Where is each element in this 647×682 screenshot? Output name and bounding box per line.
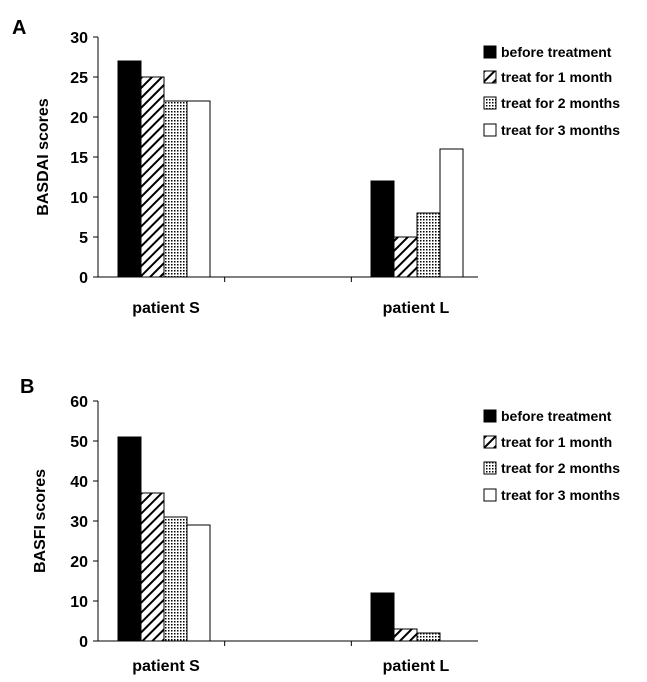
bar bbox=[186, 100, 211, 278]
legend-label: treat for 3 months bbox=[501, 487, 620, 503]
y-tick-label: 30 bbox=[70, 30, 88, 47]
category-label: patient L bbox=[383, 658, 450, 675]
y-tick-label: 15 bbox=[70, 150, 88, 167]
bar bbox=[163, 516, 188, 642]
legend-label: treat for 1 month bbox=[501, 434, 612, 450]
bar bbox=[140, 492, 165, 642]
legend-label: before treatment bbox=[501, 44, 612, 60]
bar bbox=[140, 76, 165, 278]
legend-swatch bbox=[483, 488, 497, 502]
legend-label: treat for 3 months bbox=[501, 122, 620, 138]
y-tick-label: 60 bbox=[70, 394, 88, 411]
legend-swatch bbox=[483, 123, 497, 137]
bar bbox=[439, 148, 464, 278]
bar bbox=[416, 212, 441, 278]
legend-swatch bbox=[483, 409, 497, 423]
bar bbox=[186, 524, 211, 642]
y-tick-label: 0 bbox=[79, 634, 88, 651]
legend-swatch bbox=[483, 435, 497, 449]
category-label: patient S bbox=[132, 658, 200, 675]
y-tick-label: 10 bbox=[70, 190, 88, 207]
legend-swatch bbox=[483, 461, 497, 475]
legend-label: before treatment bbox=[501, 408, 612, 424]
panel-label: A bbox=[12, 17, 26, 39]
category-label: patient S bbox=[132, 300, 200, 317]
legend-label: treat for 2 months bbox=[501, 95, 620, 111]
legend-label: treat for 2 months bbox=[501, 460, 620, 476]
bar bbox=[117, 60, 142, 278]
y-tick-label: 20 bbox=[70, 110, 88, 127]
y-tick-label: 10 bbox=[70, 594, 88, 611]
chart-panel-a: A 0 5 10 15 20 25 30 BASDAI scores patient S patie… bbox=[12, 17, 620, 317]
panel-label: B bbox=[20, 376, 34, 398]
bar bbox=[163, 100, 188, 278]
legend-swatch bbox=[483, 45, 497, 59]
y-axis-label: BASDAI scores bbox=[35, 98, 52, 215]
bar bbox=[370, 592, 395, 642]
bar bbox=[416, 632, 441, 642]
legend-swatch bbox=[483, 96, 497, 110]
bar bbox=[393, 236, 418, 278]
bar bbox=[370, 180, 395, 278]
y-tick-label: 25 bbox=[70, 70, 88, 87]
y-tick-label: 5 bbox=[79, 230, 88, 247]
y-tick-label: 40 bbox=[70, 474, 88, 491]
legend-label: treat for 1 month bbox=[501, 69, 612, 85]
y-tick-label: 30 bbox=[70, 514, 88, 531]
y-axis-label: BASFI scores bbox=[32, 469, 49, 573]
y-tick-label: 50 bbox=[70, 434, 88, 451]
bar bbox=[117, 436, 142, 642]
legend-swatch bbox=[483, 70, 497, 84]
y-tick-label: 0 bbox=[79, 270, 88, 287]
chart-panel-b: B 0 10 20 30 40 50 60 BASFI scores patient S patie… bbox=[20, 376, 620, 675]
y-tick-label: 20 bbox=[70, 554, 88, 571]
category-label: patient L bbox=[383, 300, 450, 317]
bar bbox=[393, 628, 418, 642]
